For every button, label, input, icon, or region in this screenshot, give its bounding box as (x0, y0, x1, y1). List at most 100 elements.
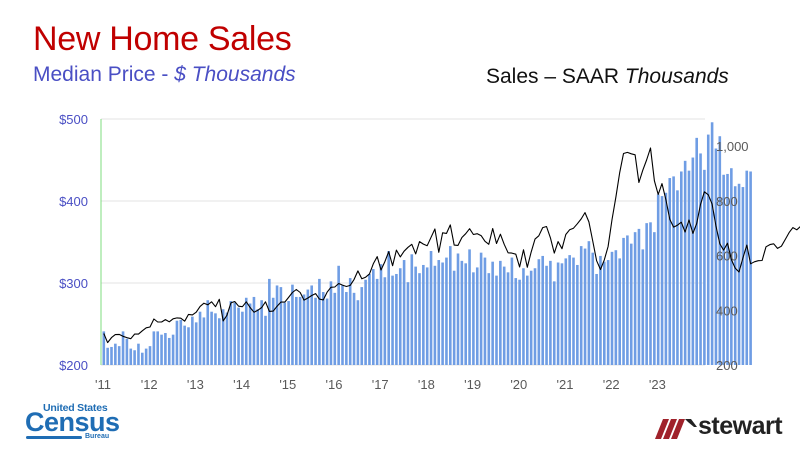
price-bar (437, 260, 441, 365)
price-bar (514, 278, 518, 365)
price-bar (298, 296, 302, 365)
price-bar (475, 267, 479, 365)
price-bar (691, 157, 695, 365)
price-bar (614, 250, 618, 365)
price-bar (364, 279, 367, 365)
price-bar (229, 301, 233, 365)
price-bar (733, 186, 737, 365)
census-logo-main-text: Census (25, 407, 120, 437)
price-bar (348, 278, 352, 365)
x-axis-tick-label: '21 (557, 377, 574, 392)
price-bar (275, 285, 279, 365)
price-bar (321, 292, 325, 365)
price-bar (722, 174, 725, 365)
price-bar (241, 311, 244, 365)
price-bar (237, 307, 240, 365)
price-bar (714, 148, 718, 365)
stewart-logo-text: stewart (698, 412, 783, 440)
right-axis-tick-label: 1,000 (716, 139, 749, 154)
x-axis-tick-label: '16 (326, 377, 343, 392)
x-axis-tick-label: '23 (649, 377, 666, 392)
price-bar (179, 319, 183, 365)
price-bar (483, 257, 487, 365)
price-bar (518, 279, 521, 365)
x-axis-tick-label: '13 (187, 377, 204, 392)
price-bar (375, 278, 379, 365)
price-bar (726, 173, 729, 365)
right-axis-tick-label: 200 (716, 358, 738, 373)
stewart-stripes-icon (655, 419, 697, 439)
price-bar (264, 315, 267, 365)
price-bar (656, 194, 660, 365)
price-bar (206, 300, 210, 365)
price-bar (568, 255, 571, 365)
price-bar (418, 273, 421, 365)
price-bar (591, 252, 595, 365)
price-bar (472, 272, 475, 365)
price-bar (260, 300, 263, 365)
price-bar (202, 317, 206, 365)
price-bar (402, 260, 406, 365)
left-axis-tick-label: $400 (59, 194, 88, 209)
price-bar (271, 297, 275, 365)
price-bar (552, 281, 556, 365)
left-axis-title-plain: Median Price - (33, 63, 175, 86)
price-bar (706, 134, 710, 365)
price-bar (680, 171, 683, 365)
price-bar (398, 268, 402, 365)
price-bar (244, 297, 248, 365)
price-bar (583, 248, 587, 365)
price-bar (695, 137, 698, 365)
price-bar (341, 285, 344, 365)
price-bar (645, 223, 648, 365)
price-bar (687, 170, 691, 365)
price-bar (603, 261, 606, 365)
price-bar (506, 272, 510, 365)
price-bar (522, 268, 525, 365)
x-axis-ticks: '11 '12 '13 '14 '15 '16 '17 '18 '19 '20 '21 '22 '23 (95, 377, 666, 392)
price-bar (560, 263, 564, 365)
right-axis-tick-label: 800 (716, 194, 738, 209)
right-axis-title: Sales – SAAR Thousands (486, 66, 729, 87)
price-bar (141, 352, 144, 365)
left-axis-title: Median Price - $ Thousands (33, 64, 296, 85)
price-bar (745, 170, 749, 365)
price-bar (372, 269, 375, 365)
price-bar (167, 337, 171, 365)
price-bar (641, 249, 645, 365)
price-bar (549, 260, 552, 365)
price-bar (310, 285, 313, 365)
price-bar (329, 281, 333, 365)
price-bar (537, 259, 541, 365)
price-bar (599, 255, 602, 365)
price-bar (183, 325, 186, 365)
price-bar (225, 312, 229, 365)
price-bar (252, 296, 256, 365)
price-bar (318, 278, 321, 365)
price-bar (191, 316, 194, 365)
price-bar (710, 122, 714, 365)
x-axis-tick-label: '20 (510, 377, 527, 392)
sales-line (103, 147, 800, 344)
price-bar (533, 268, 537, 365)
price-bar (283, 302, 287, 365)
price-bar (156, 331, 159, 365)
x-axis-tick-label: '12 (141, 377, 158, 392)
price-bar (456, 253, 460, 365)
price-bar (325, 298, 329, 365)
price-bar (445, 257, 448, 365)
price-bar (218, 318, 221, 365)
price-bar (287, 301, 290, 365)
x-axis-tick-label: '18 (418, 377, 435, 392)
stewart-logo: stewart (653, 414, 793, 442)
right-axis-title-italic: Thousands (624, 65, 729, 88)
price-bar (626, 235, 629, 365)
price-bar (198, 311, 202, 365)
price-bar (383, 277, 387, 365)
price-bar (214, 313, 217, 365)
price-bar (137, 343, 140, 365)
price-bar (595, 273, 598, 365)
price-bar (379, 264, 383, 365)
price-bar (576, 264, 579, 365)
price-bar (502, 266, 506, 365)
